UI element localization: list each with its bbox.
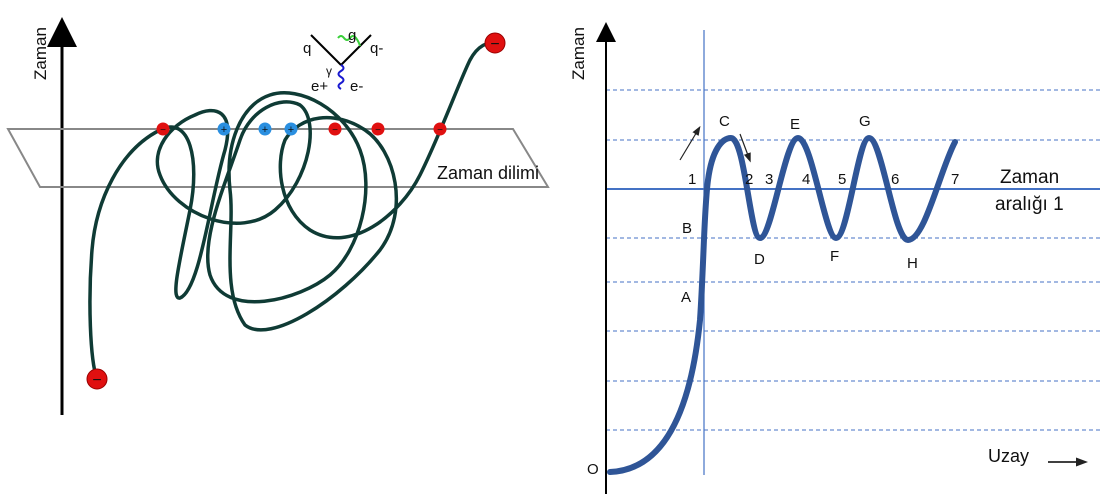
electron-crossing: − [433, 122, 447, 136]
worldline-curve [607, 134, 958, 475]
y-axis-label: Zaman [569, 27, 588, 80]
svg-text:−: − [332, 125, 338, 136]
svg-text:3: 3 [765, 171, 773, 188]
svg-text:1: 1 [688, 171, 696, 188]
time-slice-label: Zaman dilimi [437, 163, 539, 183]
electron-marker: − [86, 368, 108, 390]
svg-text:e-: e- [350, 78, 363, 95]
time-slice-plane [6, 128, 550, 188]
svg-text:6: 6 [891, 171, 899, 188]
point-labels: A B C D E F G H [681, 113, 918, 306]
interval-label-line2: aralığı 1 [995, 194, 1064, 215]
positron-crossing: + [217, 122, 231, 136]
electron-crossing: − [371, 122, 385, 136]
point-f: F [830, 248, 839, 265]
svg-text:7: 7 [951, 171, 959, 188]
svg-text:+: + [262, 124, 268, 136]
crossing-labels: 1 2 3 4 5 6 7 [688, 171, 959, 188]
point-b: B [682, 220, 692, 237]
svg-text:5: 5 [838, 171, 846, 188]
point-g: G [859, 113, 871, 130]
svg-text:−: − [92, 372, 101, 389]
left-panel: Zaman Zaman dilimi − − − + + + − − − q g… [6, 17, 550, 415]
svg-text:+: + [288, 124, 294, 136]
point-c: C [719, 113, 730, 130]
electron-marker: − [484, 32, 506, 54]
point-h: H [907, 255, 918, 272]
svg-text:−: − [160, 125, 166, 136]
x-axis-label: Uzay [988, 446, 1029, 466]
svg-text:+: + [221, 124, 227, 136]
electron-crossing: − [328, 122, 342, 136]
svg-text:e+: e+ [311, 78, 328, 95]
svg-text:−: − [375, 125, 381, 136]
interval-label-line1: Zaman [1000, 167, 1059, 188]
svg-text:−: − [490, 36, 499, 53]
origin-label: O [587, 461, 599, 478]
worldline-path [88, 41, 496, 380]
down-arrow [739, 133, 751, 163]
electron-crossing: − [156, 122, 170, 136]
right-panel: Zaman Uzay O A B C D E F G H 1 2 3 4 5 6… [569, 22, 1100, 494]
up-arrow [679, 125, 701, 161]
svg-text:γ: γ [326, 64, 332, 78]
positron-crossing: + [258, 122, 272, 136]
positron-crossing: + [284, 122, 298, 136]
photon-line [337, 64, 345, 90]
time-axis-label: Zaman [31, 27, 50, 80]
svg-text:q: q [303, 40, 311, 57]
svg-text:q-: q- [370, 40, 383, 57]
svg-text:4: 4 [802, 171, 810, 188]
gluon-line [337, 35, 361, 47]
point-a: A [681, 289, 691, 306]
grid-lines [606, 89, 1100, 431]
feynman-diagram: q g q- γ e+ e- [303, 27, 383, 95]
point-d: D [754, 251, 765, 268]
svg-text:2: 2 [745, 171, 753, 188]
point-e: E [790, 116, 800, 133]
svg-text:g: g [348, 27, 356, 44]
svg-text:−: − [437, 125, 443, 136]
